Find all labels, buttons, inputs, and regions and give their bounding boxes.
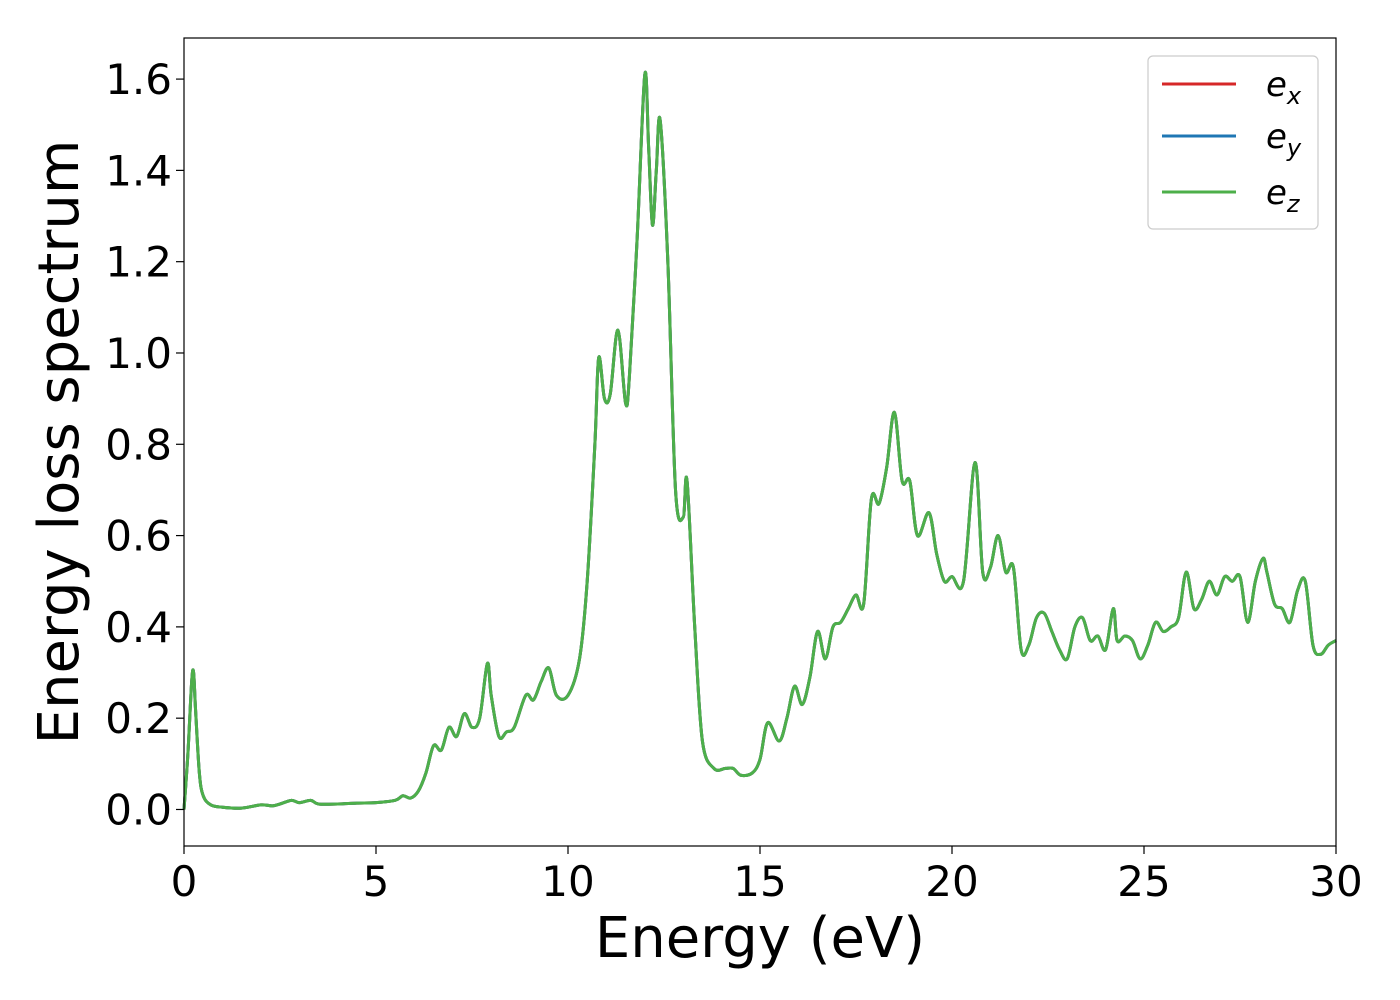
x-axis: 0 5 10 15 20 25 30	[171, 846, 1363, 906]
x-tick-label: 15	[733, 857, 786, 906]
y-tick-label: 0.4	[105, 603, 172, 652]
legend-label-e-x: ex	[1266, 65, 1302, 110]
x-tick-label: 5	[363, 857, 390, 906]
legend-label-e-y: ey	[1266, 117, 1302, 162]
legend-box	[1147, 55, 1319, 230]
series-line-e-z	[182, 70, 1337, 810]
x-tick-label: 20	[925, 857, 978, 906]
y-tick-label: 0.8	[105, 420, 172, 469]
x-axis-title: Energy (eV)	[595, 906, 925, 971]
x-tick-label: 25	[1117, 857, 1170, 906]
curves-layer	[182, 70, 1337, 810]
y-tick-label: 0.0	[105, 785, 172, 834]
y-tick-label: 1.6	[105, 55, 172, 104]
y-tick-label: 1.0	[105, 329, 172, 378]
y-tick-label: 1.2	[105, 238, 172, 287]
legend-label-e-z: ez	[1266, 173, 1301, 218]
legend: ex ey ez	[1147, 55, 1319, 230]
y-axis-title: Energy loss spectrum	[27, 140, 92, 745]
plot-area	[184, 38, 1336, 846]
x-tick-label: 10	[541, 857, 594, 906]
x-tick-label: 30	[1309, 857, 1362, 906]
y-tick-label: 0.2	[105, 694, 172, 743]
y-axis: 0.0 0.2 0.4 0.6 0.8 1.0 1.2 1.4 1.6	[105, 55, 184, 834]
x-tick-label: 0	[171, 857, 198, 906]
y-tick-label: 0.6	[105, 512, 172, 561]
y-tick-label: 1.4	[105, 146, 172, 195]
